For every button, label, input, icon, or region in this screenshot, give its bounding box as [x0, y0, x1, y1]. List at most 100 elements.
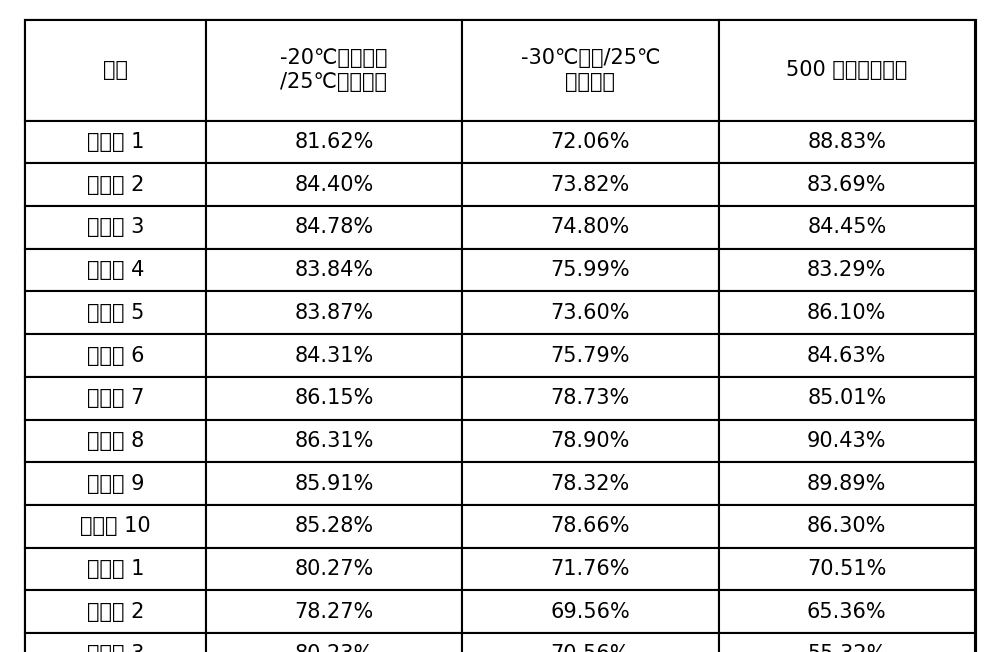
Bar [462, 206, 719, 249]
Bar [25, 420, 206, 462]
Text: 83.87%: 83.87% [294, 303, 373, 323]
Text: 85.01%: 85.01% [807, 388, 886, 408]
Text: 编号: 编号 [103, 60, 128, 80]
Text: 78.66%: 78.66% [551, 516, 630, 537]
Text: 84.31%: 84.31% [294, 346, 373, 366]
Text: 65.36%: 65.36% [807, 602, 887, 622]
Text: 81.62%: 81.62% [294, 132, 374, 152]
Text: 70.51%: 70.51% [807, 559, 886, 579]
Text: 73.60%: 73.60% [551, 303, 630, 323]
Bar [719, 377, 975, 420]
Text: 72.06%: 72.06% [551, 132, 630, 152]
Text: 实施例 9: 实施例 9 [87, 473, 144, 494]
Bar [206, 121, 462, 164]
Bar [719, 121, 975, 164]
Bar [462, 164, 719, 206]
Bar [462, 334, 719, 377]
Text: 83.84%: 83.84% [294, 260, 373, 280]
Bar [462, 462, 719, 505]
Bar [25, 633, 206, 652]
Bar [719, 334, 975, 377]
Text: 实施例 6: 实施例 6 [87, 346, 144, 366]
Bar [206, 334, 462, 377]
Text: 89.89%: 89.89% [807, 473, 886, 494]
Text: 74.80%: 74.80% [551, 217, 630, 237]
Text: 对比例 1: 对比例 1 [87, 559, 144, 579]
Text: 对比例 3: 对比例 3 [87, 644, 144, 652]
Text: 85.28%: 85.28% [294, 516, 373, 537]
Text: 83.29%: 83.29% [807, 260, 886, 280]
Bar [25, 121, 206, 164]
Bar [719, 291, 975, 334]
Bar [206, 420, 462, 462]
Text: 83.69%: 83.69% [807, 175, 887, 195]
Bar [719, 420, 975, 462]
Text: 78.90%: 78.90% [551, 431, 630, 451]
Bar [462, 591, 719, 633]
Bar [206, 20, 462, 121]
Text: 86.30%: 86.30% [807, 516, 886, 537]
Bar [719, 548, 975, 591]
Bar [462, 20, 719, 121]
Bar [25, 505, 206, 548]
Text: 70.56%: 70.56% [551, 644, 630, 652]
Text: 75.79%: 75.79% [551, 346, 630, 366]
Bar [462, 248, 719, 291]
Bar [719, 591, 975, 633]
Bar [25, 206, 206, 249]
Bar [25, 377, 206, 420]
Bar [719, 633, 975, 652]
Bar [206, 591, 462, 633]
Text: 80.23%: 80.23% [294, 644, 373, 652]
Text: 84.78%: 84.78% [294, 217, 373, 237]
Bar [206, 377, 462, 420]
Text: 86.10%: 86.10% [807, 303, 886, 323]
Bar [719, 505, 975, 548]
Text: 73.82%: 73.82% [551, 175, 630, 195]
Text: 78.32%: 78.32% [551, 473, 630, 494]
Text: 85.91%: 85.91% [294, 473, 374, 494]
Bar [462, 377, 719, 420]
Text: 84.40%: 84.40% [294, 175, 373, 195]
Text: 90.43%: 90.43% [807, 431, 887, 451]
Text: 88.83%: 88.83% [807, 132, 886, 152]
Text: 对比例 2: 对比例 2 [87, 602, 144, 622]
Bar [206, 462, 462, 505]
Bar [719, 462, 975, 505]
Text: -30℃放电/25℃
放电容量: -30℃放电/25℃ 放电容量 [521, 48, 660, 92]
Text: 84.63%: 84.63% [807, 346, 886, 366]
Text: 实施例 7: 实施例 7 [87, 388, 144, 408]
Text: -20℃放电容量
/25℃放电容量: -20℃放电容量 /25℃放电容量 [280, 48, 388, 92]
Bar [462, 548, 719, 591]
Text: 实施例 2: 实施例 2 [87, 175, 144, 195]
Bar [206, 505, 462, 548]
Bar [462, 633, 719, 652]
Bar [719, 206, 975, 249]
Bar [206, 164, 462, 206]
Text: 实施例 5: 实施例 5 [87, 303, 144, 323]
Bar [719, 248, 975, 291]
Bar [206, 206, 462, 249]
Bar [25, 291, 206, 334]
Text: 实施例 3: 实施例 3 [87, 217, 144, 237]
Text: 86.15%: 86.15% [294, 388, 374, 408]
Text: 71.76%: 71.76% [551, 559, 630, 579]
Text: 500 周容量保持率: 500 周容量保持率 [786, 60, 907, 80]
Bar [25, 20, 206, 121]
Bar [462, 291, 719, 334]
Bar [206, 291, 462, 334]
Text: 实施例 4: 实施例 4 [87, 260, 144, 280]
Bar [25, 548, 206, 591]
Text: 实施例 1: 实施例 1 [87, 132, 144, 152]
Text: 84.45%: 84.45% [807, 217, 886, 237]
Bar [462, 420, 719, 462]
Bar [462, 121, 719, 164]
Bar [25, 164, 206, 206]
Text: 实施例 8: 实施例 8 [87, 431, 144, 451]
Text: 80.27%: 80.27% [294, 559, 373, 579]
Text: 69.56%: 69.56% [550, 602, 630, 622]
Bar [25, 334, 206, 377]
Bar [462, 505, 719, 548]
Bar [719, 20, 975, 121]
Bar [719, 164, 975, 206]
